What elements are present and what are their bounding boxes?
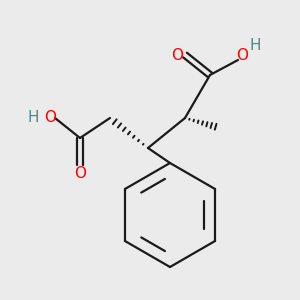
Text: H: H xyxy=(27,110,39,125)
Text: O: O xyxy=(74,166,86,181)
Text: H: H xyxy=(249,38,261,52)
Text: O: O xyxy=(171,47,183,62)
Text: O: O xyxy=(236,49,248,64)
Text: O: O xyxy=(44,110,56,125)
